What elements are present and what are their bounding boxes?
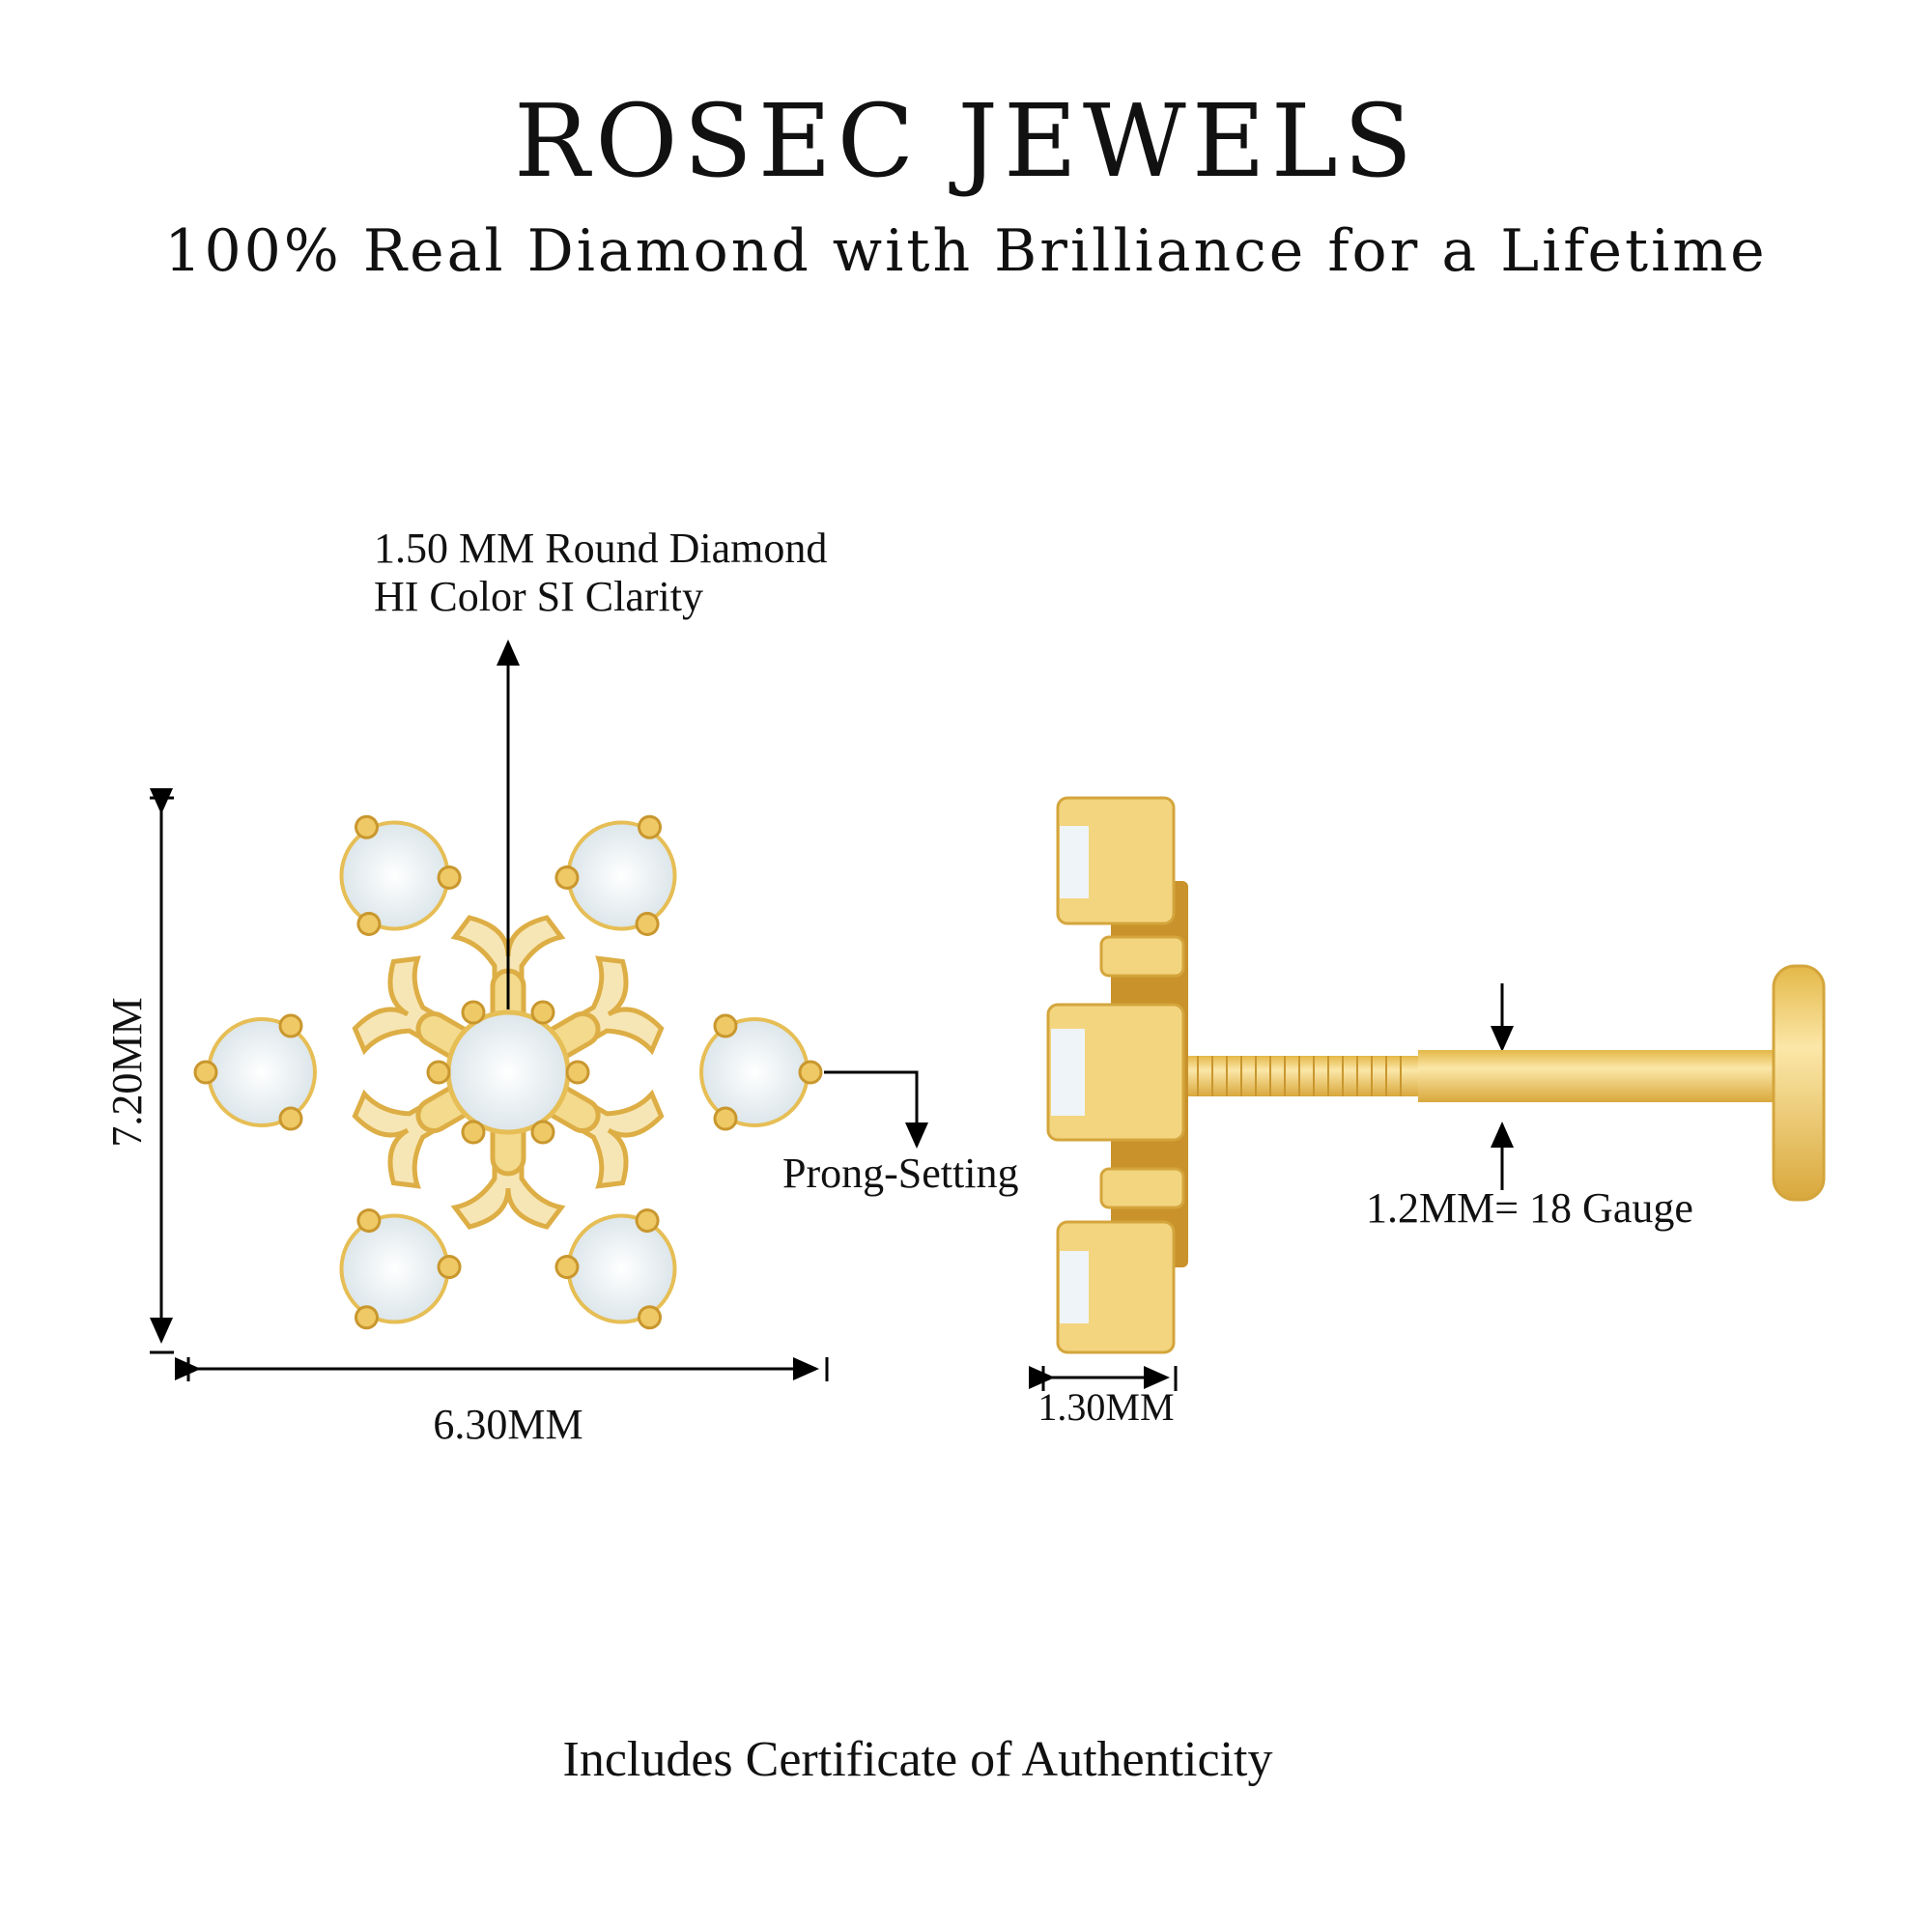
- dimension-lines: [150, 639, 1514, 1391]
- flat-back-disc: [1772, 964, 1826, 1202]
- certificate-note: Includes Certificate of Authenticity: [562, 1732, 1273, 1787]
- height-label: 7.20MM: [103, 997, 151, 1148]
- width-label: 6.30MM: [433, 1401, 583, 1448]
- prong-setting-label: Prong-Setting: [782, 1150, 1019, 1197]
- center-diamond: [426, 1000, 590, 1145]
- earring-side-view: [1046, 796, 1826, 1354]
- side-width-label: 1.30MM: [1037, 1385, 1175, 1429]
- snowflake-earring-front: [193, 814, 823, 1330]
- brand-tagline: 100% Real Diamond with Brilliance for a …: [164, 217, 1768, 285]
- diamond-size-text: 1.50 MM Round Diamond: [374, 525, 828, 572]
- gauge-label: 1.2MM= 18 Gauge: [1366, 1184, 1693, 1232]
- diamond-quality-text: HI Color SI Clarity: [374, 573, 703, 620]
- outer-diamonds: [193, 814, 823, 1330]
- prong-pointer-arrow: [824, 1070, 928, 1149]
- diamond-spec-label: 1.50 MM Round Diamond HI Color SI Clarit…: [374, 525, 827, 621]
- brand-title: ROSEC JEWELS: [513, 82, 1419, 200]
- labret-bar: [1418, 1050, 1780, 1102]
